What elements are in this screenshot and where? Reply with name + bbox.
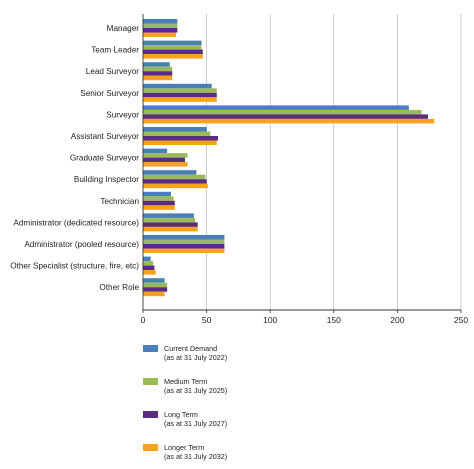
- bars: [143, 19, 435, 297]
- bar: [143, 183, 208, 189]
- bar: [143, 270, 156, 275]
- bar: [143, 205, 175, 210]
- x-tick-label: 200: [390, 315, 404, 325]
- bar: [143, 127, 207, 132]
- bar: [143, 244, 225, 249]
- legend-swatch: [143, 411, 158, 418]
- bar: [143, 140, 217, 145]
- bar: [143, 248, 225, 253]
- legend-series-name: Long Term: [164, 410, 198, 419]
- x-tick-label: 100: [263, 315, 277, 325]
- category-label: Other Role: [99, 283, 139, 292]
- bar: [143, 45, 202, 50]
- bar: [143, 114, 428, 119]
- bar: [143, 83, 212, 89]
- bar: [143, 153, 188, 158]
- bar: [143, 23, 178, 28]
- category-labels: Manager Team Leader Lead Surveyor Senior Su…: [10, 24, 139, 292]
- category-label: Administrator (dedicated resource): [13, 218, 139, 227]
- gridlines: [206, 14, 462, 310]
- x-axis: 0 50 100 150 200 250: [141, 14, 468, 325]
- bar: [143, 217, 196, 223]
- bar: [143, 136, 219, 141]
- bar: [143, 287, 168, 292]
- bar: [143, 239, 225, 244]
- bar: [143, 213, 194, 218]
- bar: [143, 174, 206, 180]
- category-label: Manager: [107, 24, 140, 33]
- category-label: Building Inspector: [74, 175, 139, 184]
- category-label: Team Leader: [91, 46, 139, 55]
- legend-series-date: (as at 31 July 2027): [164, 419, 227, 428]
- category-label: Lead Surveyor: [86, 67, 140, 76]
- x-tick-label: 50: [202, 315, 212, 325]
- legend-series-name: Longer Term: [164, 443, 204, 452]
- category-label: Senior Surveyor: [80, 89, 139, 98]
- bar: [143, 278, 165, 283]
- bar: [143, 261, 154, 266]
- bar: [143, 235, 225, 240]
- bar: [143, 49, 203, 55]
- legend-swatch: [143, 378, 158, 385]
- bar: [143, 291, 165, 297]
- bar: [143, 118, 435, 124]
- bar: [143, 32, 177, 37]
- bar: [143, 196, 174, 201]
- legend-series-date: (as at 31 July 2022): [164, 353, 227, 362]
- legend: Current Demand(as at 31 July 2022) Medium…: [143, 344, 227, 461]
- legend-swatch: [143, 444, 158, 451]
- bar: [143, 92, 217, 98]
- legend-series-name: Current Demand: [164, 344, 217, 353]
- bar: [143, 131, 211, 136]
- bar: [143, 88, 217, 93]
- category-label: Assistant Surveyor: [71, 132, 140, 141]
- bar: [143, 170, 197, 175]
- x-tick-label: 250: [454, 315, 468, 325]
- x-tick-label: 0: [141, 315, 146, 325]
- bar: [143, 222, 198, 227]
- bar: [143, 226, 198, 232]
- bar: [143, 256, 151, 262]
- bar: [143, 28, 178, 33]
- bar: [143, 179, 207, 184]
- bar: [143, 62, 170, 67]
- category-label: Graduate Surveyor: [70, 154, 139, 163]
- category-label: Administrator (pooled resource): [24, 240, 139, 249]
- x-tick-label: 150: [327, 315, 341, 325]
- legend-series-name: Medium Term: [164, 377, 207, 386]
- bar: [143, 54, 203, 59]
- bar: [143, 200, 175, 206]
- bar: [143, 40, 202, 46]
- bar: [143, 191, 171, 197]
- legend-series-date: (as at 31 July 2025): [164, 386, 227, 395]
- bar: [143, 71, 173, 76]
- category-label: Other Specialist (structure, fire, etc): [10, 262, 139, 271]
- bar: [143, 157, 185, 163]
- bar: [143, 162, 188, 167]
- legend-series-date: (as at 31 July 2032): [164, 452, 227, 461]
- bar: [143, 109, 422, 115]
- category-label: Technician: [100, 197, 139, 206]
- bar: [143, 105, 409, 110]
- bar: [143, 66, 173, 72]
- category-label: Surveyor: [106, 110, 139, 119]
- bar: [143, 148, 168, 154]
- bar: [143, 265, 155, 271]
- legend-swatch: [143, 345, 158, 352]
- bar: [143, 75, 173, 81]
- bar: [143, 282, 168, 288]
- bar: [143, 97, 217, 102]
- bar: [143, 19, 178, 24]
